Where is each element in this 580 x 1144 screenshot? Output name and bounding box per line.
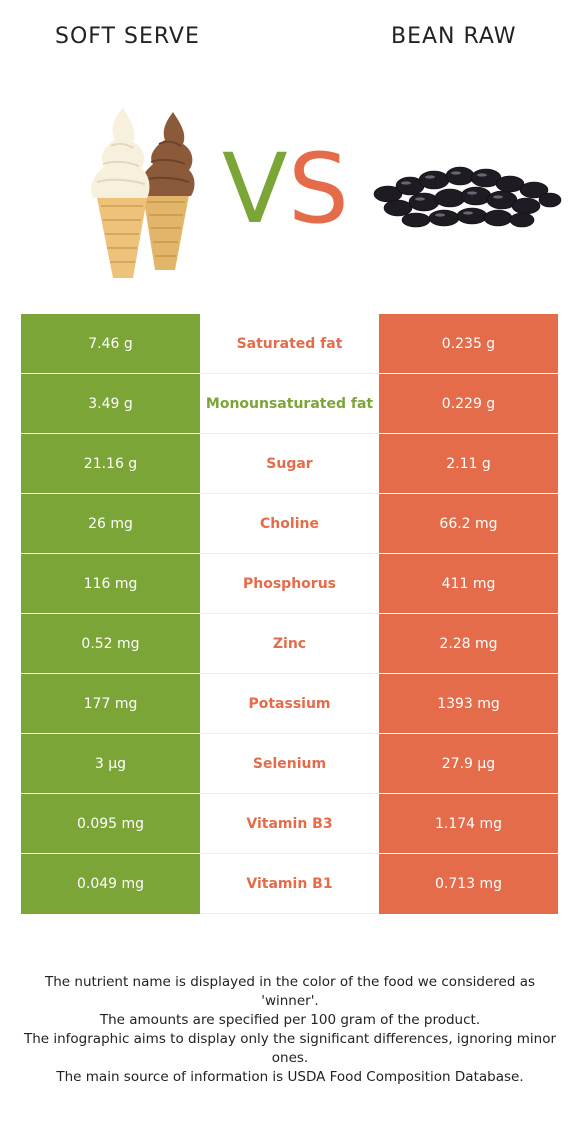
note-per-100g: The amounts are specified per 100 gram o… <box>99 1012 481 1028</box>
nutrient-row: 21.16 g Sugar 2.11 g <box>21 433 558 494</box>
nutrient-row: 3 µg Selenium 27.9 µg <box>21 733 558 794</box>
right-value: 66.2 mg <box>379 493 558 554</box>
right-value: 0.229 g <box>379 373 558 434</box>
nutrient-name: Sugar <box>200 433 379 494</box>
left-value: 177 mg <box>21 673 200 734</box>
vs-label: V S <box>222 140 349 230</box>
nutrient-name: Vitamin B3 <box>200 793 379 854</box>
right-value: 0.235 g <box>379 314 558 374</box>
vs-s: S <box>288 140 349 230</box>
nutrient-name: Monounsaturated fat <box>200 373 379 434</box>
vs-v: V <box>222 140 288 230</box>
note-winner-color: The nutrient name is displayed in the co… <box>44 974 536 1009</box>
nutrient-name: Selenium <box>200 733 379 794</box>
nutrient-name: Potassium <box>200 673 379 734</box>
nutrient-row: 7.46 g Saturated fat 0.235 g <box>21 314 558 374</box>
left-value: 3 µg <box>21 733 200 794</box>
nutrient-name: Phosphorus <box>200 553 379 614</box>
nutrient-row: 26 mg Choline 66.2 mg <box>21 493 558 554</box>
left-value: 3.49 g <box>21 373 200 434</box>
nutrient-name: Zinc <box>200 613 379 674</box>
nutrient-name: Saturated fat <box>200 314 379 374</box>
right-value: 2.28 mg <box>379 613 558 674</box>
left-value: 21.16 g <box>21 433 200 494</box>
left-value: 116 mg <box>21 553 200 614</box>
bean-raw-image <box>373 166 562 228</box>
nutrient-name: Choline <box>200 493 379 554</box>
nutrient-row: 116 mg Phosphorus 411 mg <box>21 553 558 614</box>
nutrient-row: 0.049 mg Vitamin B1 0.713 mg <box>21 853 558 914</box>
nutrient-row: 0.52 mg Zinc 2.28 mg <box>21 613 558 674</box>
nutrient-name: Vitamin B1 <box>200 853 379 914</box>
right-value: 1.174 mg <box>379 793 558 854</box>
right-value: 27.9 µg <box>379 733 558 794</box>
nutrient-row: 177 mg Potassium 1393 mg <box>21 673 558 734</box>
note-data-source: The main source of information is USDA F… <box>56 1069 524 1085</box>
note-significant-differences: The infographic aims to display only the… <box>23 1031 557 1066</box>
nutrient-comparison-table: 7.46 g Saturated fat 0.235 g 3.49 g Monounsa… <box>21 314 558 914</box>
left-value: 26 mg <box>21 493 200 554</box>
right-value: 411 mg <box>379 553 558 614</box>
right-value: 2.11 g <box>379 433 558 494</box>
right-value: 0.713 mg <box>379 853 558 914</box>
nutrient-row: 0.095 mg Vitamin B3 1.174 mg <box>21 793 558 854</box>
left-food-title: SOFT SERVE <box>55 24 200 49</box>
soft-serve-image <box>91 108 195 278</box>
left-value: 0.049 mg <box>21 853 200 914</box>
left-value: 0.52 mg <box>21 613 200 674</box>
nutrient-row: 3.49 g Monounsaturated fat 0.229 g <box>21 373 558 434</box>
right-value: 1393 mg <box>379 673 558 734</box>
footnotes: The nutrient name is displayed in the co… <box>18 973 562 1087</box>
right-food-title: BEAN RAW <box>391 24 517 49</box>
left-value: 7.46 g <box>21 314 200 374</box>
left-value: 0.095 mg <box>21 793 200 854</box>
